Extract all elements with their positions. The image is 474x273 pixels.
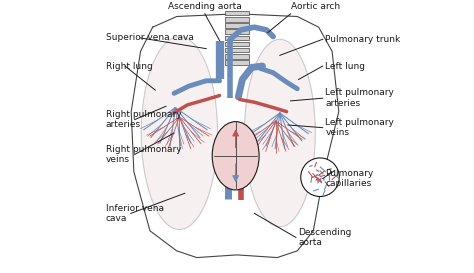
Bar <box>225 48 249 52</box>
Text: Left lung: Left lung <box>325 61 365 70</box>
Bar <box>225 17 249 22</box>
Ellipse shape <box>245 39 315 227</box>
Text: Right lung: Right lung <box>106 61 153 70</box>
Text: Superior vena cava: Superior vena cava <box>106 33 193 42</box>
Text: Inferior vena
cava: Inferior vena cava <box>106 204 164 223</box>
Text: Right pulmonary
arteries: Right pulmonary arteries <box>106 110 182 129</box>
Text: Left pulmonary
veins: Left pulmonary veins <box>325 118 394 137</box>
Bar <box>225 42 249 46</box>
Text: Descending
aorta: Descending aorta <box>299 228 352 247</box>
Bar <box>225 35 249 40</box>
Ellipse shape <box>141 37 218 229</box>
Text: Ascending aorta: Ascending aorta <box>168 2 242 11</box>
Text: Left pulmonary
arteries: Left pulmonary arteries <box>325 88 394 108</box>
Text: Pulmonary
capillaries: Pulmonary capillaries <box>325 169 374 188</box>
Text: Aortic arch: Aortic arch <box>291 2 340 11</box>
Ellipse shape <box>212 122 259 190</box>
Bar <box>225 23 249 28</box>
Bar <box>225 54 249 58</box>
Text: Right pulmonary
veins: Right pulmonary veins <box>106 145 182 164</box>
Bar <box>225 29 249 34</box>
Bar <box>225 60 249 65</box>
Circle shape <box>301 158 339 197</box>
Bar <box>225 11 249 15</box>
Text: Pulmonary trunk: Pulmonary trunk <box>325 35 401 44</box>
